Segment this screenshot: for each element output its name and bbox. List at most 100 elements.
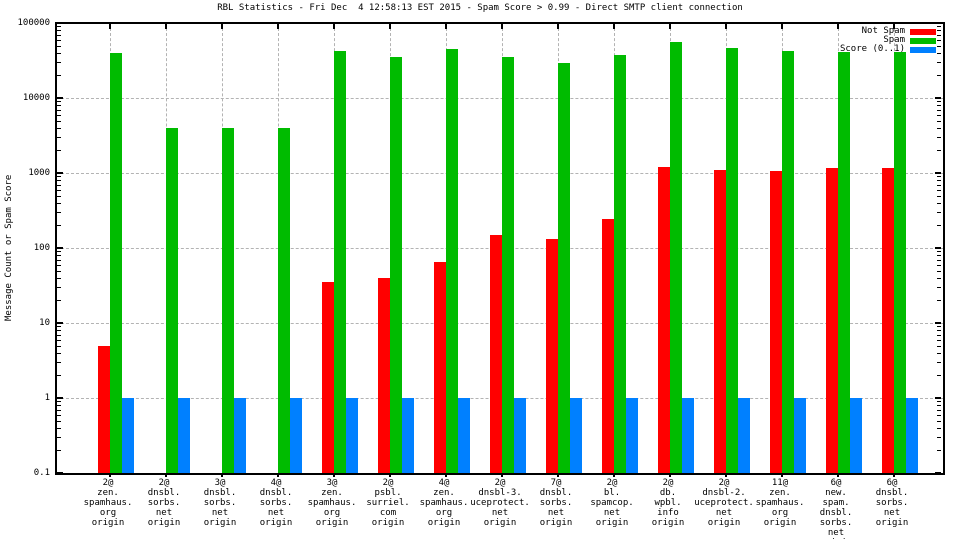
x-tick-bottom	[445, 473, 447, 477]
y-tick-minor	[937, 330, 941, 332]
bar-spam	[334, 51, 346, 473]
y-tick-minor	[937, 26, 941, 28]
y-tick-minor	[937, 202, 941, 204]
y-tick-major	[57, 97, 63, 99]
y-tick-minor	[937, 184, 941, 186]
bar-score-0-1-	[570, 398, 582, 473]
bar-not-spam	[378, 277, 390, 473]
y-tick-minor	[937, 212, 941, 214]
y-tick-label: 10000	[22, 93, 50, 103]
y-tick-minor	[57, 420, 61, 422]
y-tick-minor	[937, 150, 941, 152]
y-tick-minor	[937, 414, 941, 416]
bar-spam	[222, 127, 234, 473]
y-tick-minor	[57, 375, 61, 377]
legend-label-spam: Spam	[883, 35, 905, 45]
x-category-label: 2@ psbl. surriel. com origin	[366, 478, 410, 528]
y-tick-minor	[57, 225, 61, 227]
y-tick-minor	[937, 375, 941, 377]
y-tick-minor	[937, 225, 941, 227]
x-tick-top	[781, 24, 783, 29]
x-tick-top	[277, 24, 279, 29]
y-tick-minor	[57, 195, 61, 197]
y-tick-minor	[937, 180, 941, 182]
x-category-label: 2@ dnsbl-3. uceprotect. net origin	[470, 478, 530, 528]
y-tick-minor	[57, 255, 61, 257]
y-tick-minor	[57, 362, 61, 364]
y-tick-minor	[57, 339, 61, 341]
y-tick-major	[935, 22, 941, 24]
x-tick-bottom	[501, 473, 503, 477]
y-tick-minor	[57, 62, 61, 64]
y-tick-minor	[937, 39, 941, 41]
bar-not-spam	[770, 171, 782, 473]
bar-spam	[670, 41, 682, 473]
y-tick-minor	[57, 334, 61, 336]
legend-row: Spam	[840, 36, 936, 45]
y-tick-minor	[57, 176, 61, 178]
y-tick-label: 10	[39, 318, 50, 328]
bar-not-spam	[658, 167, 670, 473]
gridline-horizontal	[56, 173, 943, 174]
bar-score-0-1-	[682, 398, 694, 473]
bar-not-spam	[882, 168, 894, 473]
bar-spam	[838, 52, 850, 473]
y-tick-minor	[937, 120, 941, 122]
x-tick-top	[389, 24, 391, 29]
y-tick-minor	[937, 352, 941, 354]
x-category-label: 6@ dnsbl. sorbs. net origin	[875, 478, 909, 528]
x-tick-top	[725, 24, 727, 29]
y-tick-minor	[57, 401, 61, 403]
x-tick-top	[109, 24, 111, 29]
x-tick-bottom	[221, 473, 223, 477]
y-tick-major	[57, 172, 63, 174]
bar-not-spam	[98, 345, 110, 473]
bar-score-0-1-	[122, 398, 134, 473]
bar-not-spam	[546, 239, 558, 473]
y-tick-minor	[937, 62, 941, 64]
y-tick-minor	[57, 212, 61, 214]
bar-score-0-1-	[178, 398, 190, 473]
y-tick-minor	[937, 195, 941, 197]
y-tick-minor	[57, 75, 61, 77]
y-tick-minor	[57, 251, 61, 253]
y-tick-minor	[57, 109, 61, 111]
y-tick-minor	[937, 401, 941, 403]
x-tick-bottom	[613, 473, 615, 477]
y-tick-major	[57, 247, 63, 249]
y-tick-major	[935, 172, 941, 174]
y-tick-minor	[57, 300, 61, 302]
y-tick-minor	[937, 420, 941, 422]
x-tick-bottom	[389, 473, 391, 477]
x-category-label: 2@ bl. spamcop. net origin	[590, 478, 634, 528]
y-tick-minor	[57, 202, 61, 204]
bar-score-0-1-	[850, 398, 862, 473]
legend-label-not-spam: Not Spam	[861, 26, 905, 36]
y-tick-minor	[57, 45, 61, 47]
chart-title: RBL Statistics - Fri Dec 4 12:58:13 EST …	[217, 3, 743, 13]
bar-score-0-1-	[514, 398, 526, 473]
y-tick-minor	[57, 259, 61, 261]
y-tick-minor	[57, 105, 61, 107]
bar-score-0-1-	[906, 398, 918, 473]
bar-spam	[726, 48, 738, 473]
y-tick-minor	[57, 352, 61, 354]
y-tick-minor	[937, 270, 941, 272]
x-tick-top	[557, 24, 559, 29]
bar-score-0-1-	[402, 398, 414, 473]
y-tick-minor	[937, 34, 941, 36]
x-category-label: 4@ dnsbl. sorbs. net origin	[259, 478, 293, 528]
x-tick-bottom	[669, 473, 671, 477]
y-tick-major	[935, 97, 941, 99]
x-tick-bottom	[893, 473, 895, 477]
y-tick-minor	[937, 450, 941, 452]
y-tick-minor	[57, 345, 61, 347]
y-tick-minor	[57, 34, 61, 36]
y-tick-minor	[57, 189, 61, 191]
bar-not-spam	[322, 282, 334, 473]
y-tick-label: 100000	[17, 18, 50, 28]
y-tick-minor	[937, 45, 941, 47]
y-tick-major	[935, 322, 941, 324]
y-tick-minor	[937, 105, 941, 107]
plot-border	[55, 22, 945, 475]
